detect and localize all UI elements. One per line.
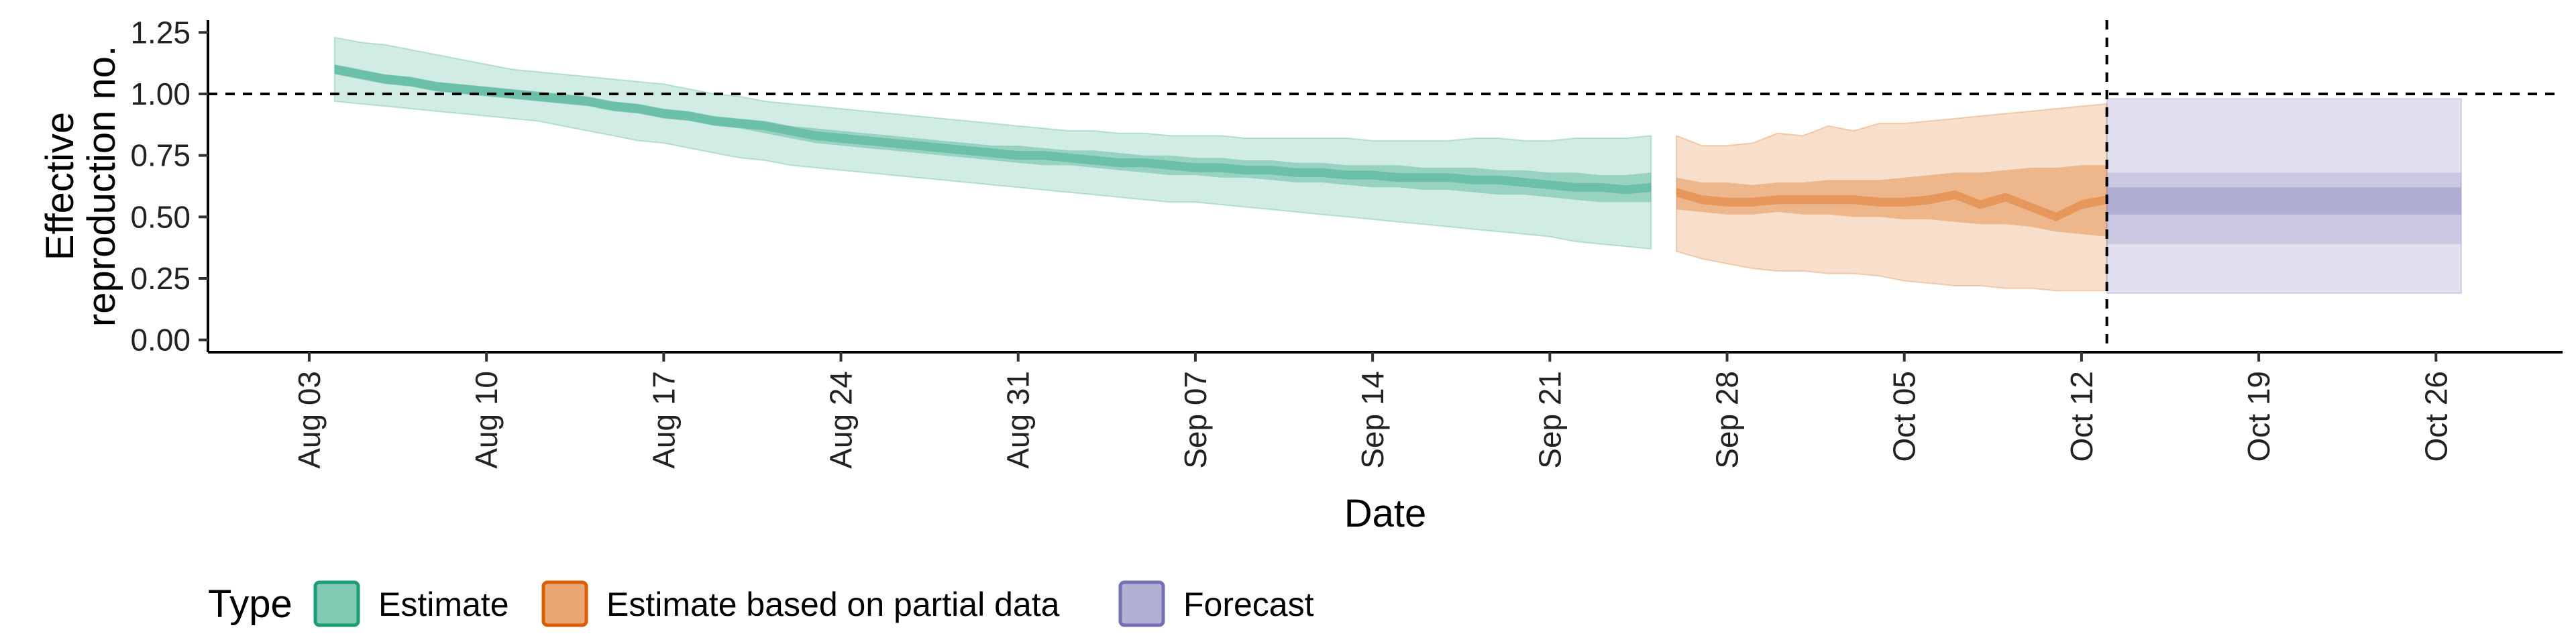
legend-label: Forecast <box>1183 586 1314 623</box>
legend-label: Estimate based on partial data <box>606 586 1060 623</box>
x-tick-label: Oct 12 <box>2064 371 2099 462</box>
band-median-estimate <box>334 64 1652 195</box>
band-50-estimate-based-on-partial-data <box>1676 165 2107 237</box>
uncertainty-bands <box>333 36 2462 294</box>
legend-item-forecast: Forecast <box>1118 580 1314 627</box>
series-forecast <box>2106 98 2462 294</box>
band-median-estimate-based-on-partial-data <box>1676 188 2107 221</box>
band-75-forecast <box>2106 172 2461 244</box>
y-axis-title-line: reproduction no. <box>80 46 123 327</box>
band-50-forecast <box>2106 187 2461 215</box>
x-tick-label: Sep 07 <box>1178 371 1213 469</box>
series-estimate <box>333 36 1652 250</box>
legend-item-estimate-based-on-partial-data: Estimate based on partial data <box>541 580 1060 627</box>
x-tick-label: Aug 03 <box>292 371 327 469</box>
legend-key-swatch <box>1118 580 1165 627</box>
legend: Type Estimate Estimate based on partial da… <box>208 580 1314 627</box>
legend-label: Estimate <box>378 586 509 623</box>
x-tick-label: Aug 31 <box>1001 371 1036 469</box>
y-tick-label: 0.50 <box>130 199 191 234</box>
x-tick-label: Aug 24 <box>824 371 859 469</box>
y-tick-label: 1.25 <box>130 15 191 50</box>
band-90-estimate <box>333 36 1652 250</box>
x-tick-label: Oct 26 <box>2418 371 2453 462</box>
x-tick-label: Oct 05 <box>1887 371 1922 462</box>
reference-lines <box>208 20 2563 352</box>
legend-item-estimate: Estimate <box>313 580 509 627</box>
x-tick-label: Sep 21 <box>1532 371 1567 469</box>
x-tick-label: Oct 19 <box>2241 371 2276 462</box>
band-90-forecast <box>2106 98 2462 294</box>
y-axis-title-line: Effective <box>38 112 82 260</box>
y-tick-label: 1.00 <box>130 76 191 111</box>
y-tick-label: 0.25 <box>130 261 191 296</box>
band-50-estimate <box>334 64 1652 203</box>
x-tick-label: Sep 28 <box>1710 371 1745 469</box>
x-tick-label: Aug 17 <box>646 371 681 469</box>
y-tick-label: 0.75 <box>130 138 191 173</box>
y-tick-label: 0.00 <box>130 323 191 358</box>
x-tick-label: Aug 10 <box>469 371 504 469</box>
legend-title: Type <box>208 582 292 626</box>
x-tick-label: Sep 14 <box>1355 371 1390 469</box>
legend-key-swatch <box>541 580 588 627</box>
x-axis-title: Date <box>1344 492 1427 535</box>
axes: 0.00 0.25 0.50 0.75 1.00 1.25 Aug 03 Aug 10 Aug … <box>38 15 2563 535</box>
series-estimate-based-on-partial-data <box>1676 103 2108 292</box>
legend-key-swatch <box>313 580 360 627</box>
